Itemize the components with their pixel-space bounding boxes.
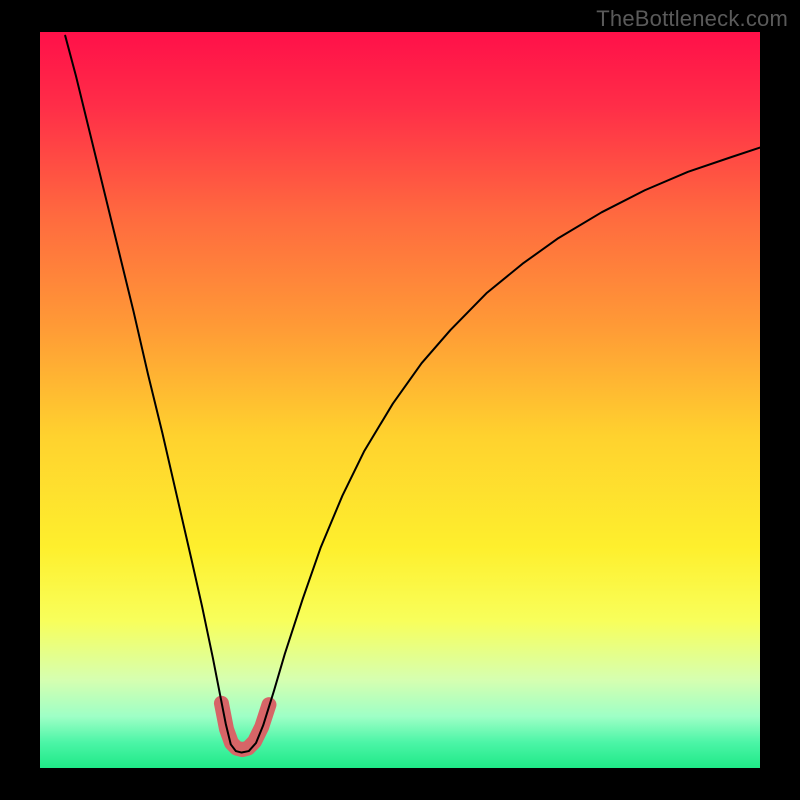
chart-stage: TheBottleneck.com bbox=[0, 0, 800, 800]
bottleneck-chart bbox=[0, 0, 800, 800]
plot-area bbox=[40, 32, 760, 768]
gradient-background bbox=[40, 32, 760, 768]
watermark-text: TheBottleneck.com bbox=[596, 6, 788, 32]
